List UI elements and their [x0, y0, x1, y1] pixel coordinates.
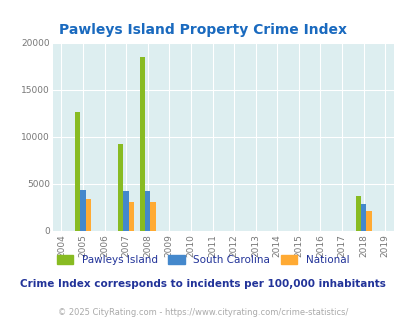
Bar	[75, 112, 80, 231]
Bar	[80, 190, 85, 231]
Legend: Pawleys Island, South Carolina, National: Pawleys Island, South Carolina, National	[53, 251, 352, 269]
Text: Pawleys Island Property Crime Index: Pawleys Island Property Crime Index	[59, 23, 346, 37]
Bar	[360, 204, 365, 231]
Bar	[145, 190, 150, 231]
Bar	[85, 199, 91, 231]
Bar	[150, 202, 156, 231]
Bar	[139, 57, 145, 231]
Bar	[123, 191, 128, 231]
Text: Crime Index corresponds to incidents per 100,000 inhabitants: Crime Index corresponds to incidents per…	[20, 279, 385, 289]
Bar	[128, 202, 134, 231]
Bar	[365, 211, 371, 231]
Bar	[355, 196, 360, 231]
Bar	[118, 144, 123, 231]
Text: © 2025 CityRating.com - https://www.cityrating.com/crime-statistics/: © 2025 CityRating.com - https://www.city…	[58, 308, 347, 317]
